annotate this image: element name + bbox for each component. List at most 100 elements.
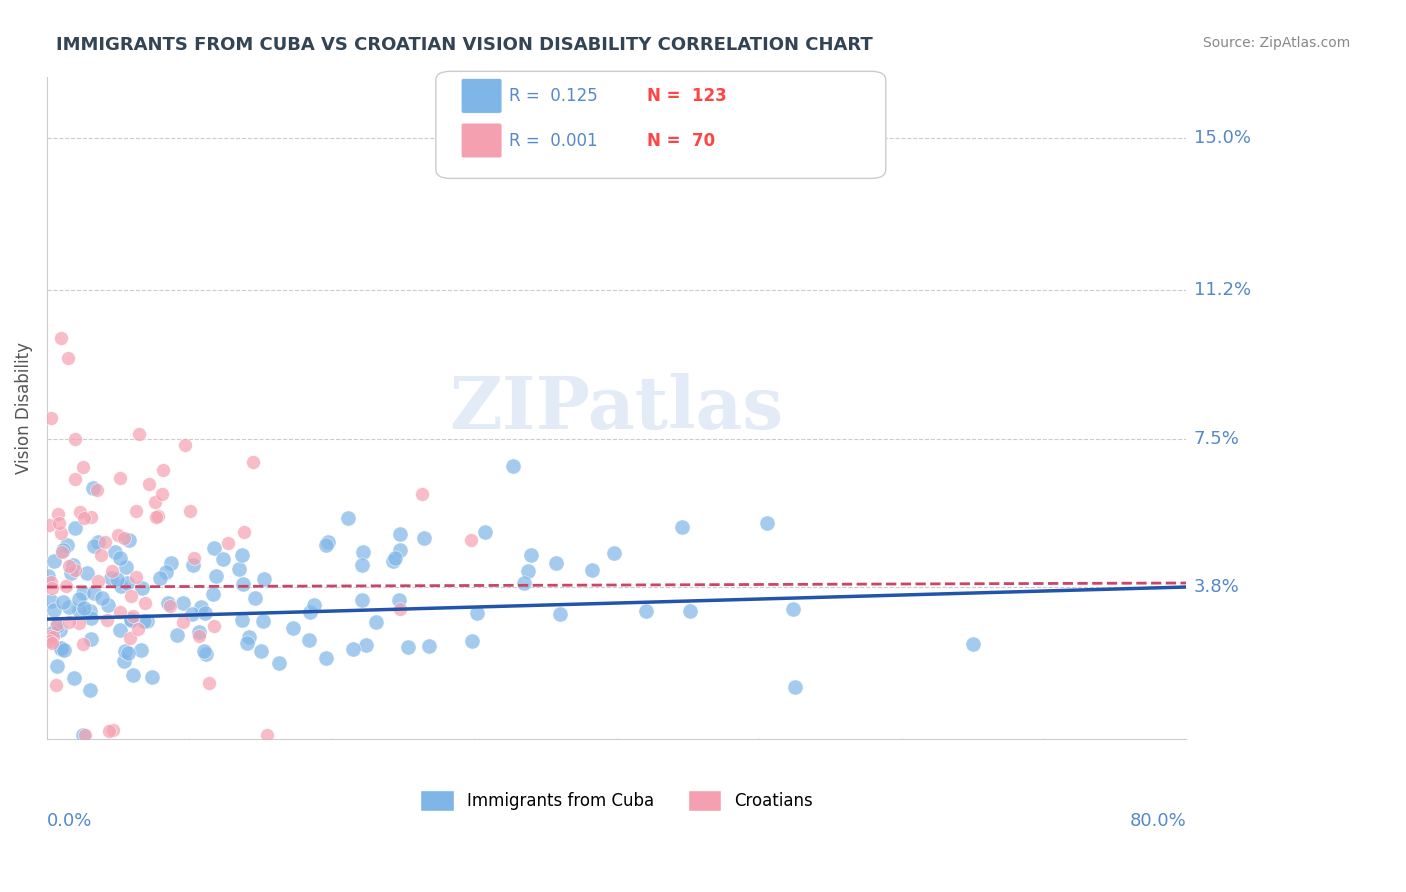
Point: [39, 575, 62, 590]
Point: [117, 647, 139, 661]
Point: [671, 519, 693, 533]
Point: [49, 640, 72, 655]
Point: [172, 615, 194, 630]
Point: [138, 477, 160, 491]
Point: [73, 600, 96, 615]
Point: [179, 504, 201, 518]
Y-axis label: Vision Disability: Vision Disability: [15, 343, 32, 475]
Point: [253, 572, 276, 586]
Point: [581, 563, 603, 577]
Point: [315, 650, 337, 665]
Point: [411, 487, 433, 501]
Point: [388, 601, 411, 615]
Point: [388, 542, 411, 557]
Point: [166, 628, 188, 642]
Point: [134, 614, 156, 628]
Point: [342, 641, 364, 656]
Point: [79, 604, 101, 618]
Point: [172, 596, 194, 610]
Point: [44, 603, 66, 617]
Point: [48, 623, 70, 637]
Point: [38, 518, 60, 533]
Point: [202, 619, 225, 633]
Point: [105, 573, 128, 587]
Point: [231, 613, 253, 627]
Point: [42, 553, 65, 567]
Point: [63, 671, 86, 685]
Point: [121, 667, 143, 681]
Point: [58, 615, 80, 629]
Point: [41, 593, 63, 607]
Point: [217, 535, 239, 549]
Text: N =  70: N = 70: [647, 132, 714, 150]
Point: [67, 603, 90, 617]
Point: [76, 566, 98, 580]
Point: [512, 576, 534, 591]
Point: [69, 505, 91, 519]
Text: 80.0%: 80.0%: [1129, 812, 1187, 830]
Point: [465, 606, 488, 620]
Point: [128, 426, 150, 441]
Point: [118, 533, 141, 547]
Point: [67, 592, 90, 607]
Point: [63, 563, 86, 577]
Point: [298, 632, 321, 647]
Point: [548, 607, 571, 622]
Point: [46, 507, 69, 521]
Point: [72, 729, 94, 743]
Point: [65, 432, 87, 446]
Point: [79, 683, 101, 698]
Point: [97, 598, 120, 612]
Point: [235, 636, 257, 650]
Point: [72, 586, 94, 600]
Point: [120, 612, 142, 626]
Text: R =  0.001: R = 0.001: [509, 132, 598, 150]
Point: [145, 510, 167, 524]
Point: [39, 629, 62, 643]
Point: [129, 643, 152, 657]
Point: [41, 636, 63, 650]
Point: [45, 619, 67, 633]
Point: [233, 524, 256, 539]
Point: [52, 542, 75, 557]
Point: [603, 546, 626, 560]
Point: [80, 509, 103, 524]
Point: [118, 631, 141, 645]
Point: [65, 472, 87, 486]
Point: [298, 605, 321, 619]
Point: [107, 528, 129, 542]
Point: [201, 587, 224, 601]
Point: [194, 606, 217, 620]
Point: [193, 643, 215, 657]
Point: [97, 723, 120, 738]
Point: [112, 531, 135, 545]
Point: [197, 676, 219, 690]
Point: [242, 455, 264, 469]
Point: [183, 551, 205, 566]
Point: [785, 681, 807, 695]
Point: [156, 596, 179, 610]
Point: [46, 659, 69, 673]
Point: [190, 600, 212, 615]
Point: [461, 633, 484, 648]
Point: [115, 576, 138, 591]
Point: [103, 545, 125, 559]
Text: 15.0%: 15.0%: [1194, 128, 1250, 146]
Text: 7.5%: 7.5%: [1194, 430, 1240, 448]
Point: [636, 604, 658, 618]
Point: [87, 574, 110, 589]
Point: [49, 331, 72, 345]
Point: [58, 351, 80, 366]
Text: ZIPatlas: ZIPatlas: [450, 373, 783, 444]
Point: [120, 613, 142, 627]
Point: [396, 640, 419, 654]
Point: [41, 581, 63, 595]
Point: [152, 463, 174, 477]
Point: [382, 553, 405, 567]
Text: R =  0.125: R = 0.125: [509, 87, 598, 105]
Point: [42, 630, 65, 644]
Point: [67, 615, 90, 630]
Point: [91, 591, 114, 606]
Point: [46, 617, 69, 632]
Point: [413, 531, 436, 545]
